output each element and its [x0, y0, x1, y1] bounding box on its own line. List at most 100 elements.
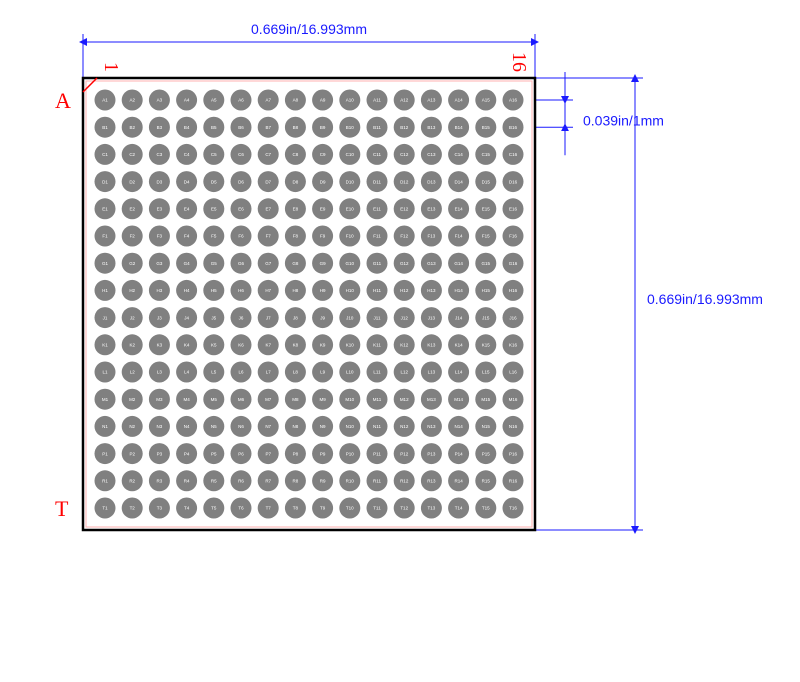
- package-outline: [83, 78, 535, 530]
- pad-label-B9: B9: [320, 125, 326, 130]
- pad-label-B12: B12: [400, 125, 409, 130]
- row-label-last: T: [55, 496, 69, 521]
- pad-label-E9: E9: [320, 206, 326, 211]
- pad-label-K12: K12: [400, 342, 409, 347]
- pad-label-A6: A6: [238, 98, 244, 103]
- pad-label-R1: R1: [102, 478, 108, 483]
- pad-label-L4: L4: [184, 370, 190, 375]
- pad-label-K16: K16: [509, 342, 518, 347]
- pad-label-N16: N16: [509, 424, 518, 429]
- pad-label-F5: F5: [211, 234, 217, 239]
- pad-label-H2: H2: [129, 288, 135, 293]
- pad-label-C4: C4: [184, 152, 190, 157]
- pad-label-B5: B5: [211, 125, 217, 130]
- pad-label-M12: M12: [400, 397, 409, 402]
- pad-label-F4: F4: [184, 234, 190, 239]
- pad-label-D14: D14: [454, 179, 463, 184]
- pad-label-E2: E2: [129, 206, 135, 211]
- pad-label-P11: P11: [373, 451, 381, 456]
- pad-label-A12: A12: [400, 98, 409, 103]
- pad-label-D10: D10: [346, 179, 355, 184]
- pad-label-L12: L12: [400, 370, 408, 375]
- pad-label-K15: K15: [482, 342, 491, 347]
- pad-label-R9: R9: [320, 478, 326, 483]
- pad-label-K10: K10: [346, 342, 355, 347]
- pad-label-D7: D7: [265, 179, 271, 184]
- pad-label-P1: P1: [102, 451, 108, 456]
- pad-label-K3: K3: [157, 342, 163, 347]
- pad-label-J8: J8: [293, 315, 298, 320]
- pad-label-B2: B2: [129, 125, 135, 130]
- pad-label-J9: J9: [320, 315, 325, 320]
- pad-label-B7: B7: [265, 125, 271, 130]
- pad-label-P6: P6: [238, 451, 244, 456]
- pad-label-C12: C12: [400, 152, 409, 157]
- pad-label-H11: H11: [373, 288, 381, 293]
- pad-label-M5: M5: [211, 397, 218, 402]
- pad-label-M9: M9: [319, 397, 326, 402]
- pad-label-D11: D11: [373, 179, 381, 184]
- pad-label-N4: N4: [184, 424, 190, 429]
- pad-label-T12: T12: [400, 506, 408, 511]
- pad-label-D5: D5: [211, 179, 217, 184]
- pad-label-N12: N12: [400, 424, 409, 429]
- pad-label-R7: R7: [265, 478, 271, 483]
- pad-label-J6: J6: [239, 315, 244, 320]
- pad-label-B8: B8: [293, 125, 299, 130]
- pad-label-D15: D15: [482, 179, 491, 184]
- pad-label-N9: N9: [320, 424, 326, 429]
- pad-label-M2: M2: [129, 397, 136, 402]
- pad-label-J2: J2: [130, 315, 135, 320]
- pad-label-D3: D3: [157, 179, 163, 184]
- pad-label-D13: D13: [427, 179, 436, 184]
- pad-label-E11: E11: [373, 206, 381, 211]
- pad-label-P12: P12: [400, 451, 409, 456]
- pad-label-R8: R8: [293, 478, 299, 483]
- pad-label-M10: M10: [345, 397, 354, 402]
- pad-label-N7: N7: [265, 424, 271, 429]
- pad-label-P2: P2: [129, 451, 135, 456]
- pad-label-J13: J13: [428, 315, 436, 320]
- col-label-first: 1: [100, 62, 122, 72]
- pad-label-H16: H16: [509, 288, 518, 293]
- pad-label-N11: N11: [373, 424, 381, 429]
- pad-label-M1: M1: [102, 397, 109, 402]
- pad-label-G8: G8: [292, 261, 299, 266]
- pad-label-N14: N14: [454, 424, 463, 429]
- pad-label-R11: R11: [373, 478, 381, 483]
- pad-label-R5: R5: [211, 478, 217, 483]
- pad-label-A11: A11: [373, 98, 381, 103]
- pad-label-M3: M3: [156, 397, 163, 402]
- pad-label-P3: P3: [157, 451, 163, 456]
- pad-label-N5: N5: [211, 424, 217, 429]
- pad-label-T16: T16: [509, 506, 517, 511]
- pad-label-R15: R15: [482, 478, 491, 483]
- pad-label-B1: B1: [102, 125, 108, 130]
- pad-label-B11: B11: [373, 125, 381, 130]
- pad-label-B14: B14: [455, 125, 464, 130]
- pin1-marker: [83, 78, 97, 92]
- pad-label-J4: J4: [184, 315, 189, 320]
- pad-label-L10: L10: [346, 370, 354, 375]
- pad-label-C6: C6: [238, 152, 244, 157]
- pad-label-L9: L9: [320, 370, 326, 375]
- pad-label-L8: L8: [293, 370, 299, 375]
- pad-label-B16: B16: [509, 125, 518, 130]
- pad-label-K6: K6: [238, 342, 244, 347]
- pad-label-P5: P5: [211, 451, 217, 456]
- pad-label-J12: J12: [401, 315, 409, 320]
- pad-label-C9: C9: [320, 152, 326, 157]
- pad-label-G16: G16: [509, 261, 518, 266]
- pad-label-K1: K1: [102, 342, 108, 347]
- pad-label-J10: J10: [346, 315, 354, 320]
- pad-label-C11: C11: [373, 152, 381, 157]
- pad-label-J14: J14: [455, 315, 463, 320]
- pad-label-A10: A10: [346, 98, 355, 103]
- row-label-first: A: [55, 88, 71, 113]
- pad-label-M4: M4: [183, 397, 190, 402]
- pad-label-L3: L3: [157, 370, 163, 375]
- pad-label-A13: A13: [427, 98, 436, 103]
- pad-label-E16: E16: [509, 206, 518, 211]
- pad-label-H10: H10: [346, 288, 355, 293]
- pad-label-M14: M14: [454, 397, 463, 402]
